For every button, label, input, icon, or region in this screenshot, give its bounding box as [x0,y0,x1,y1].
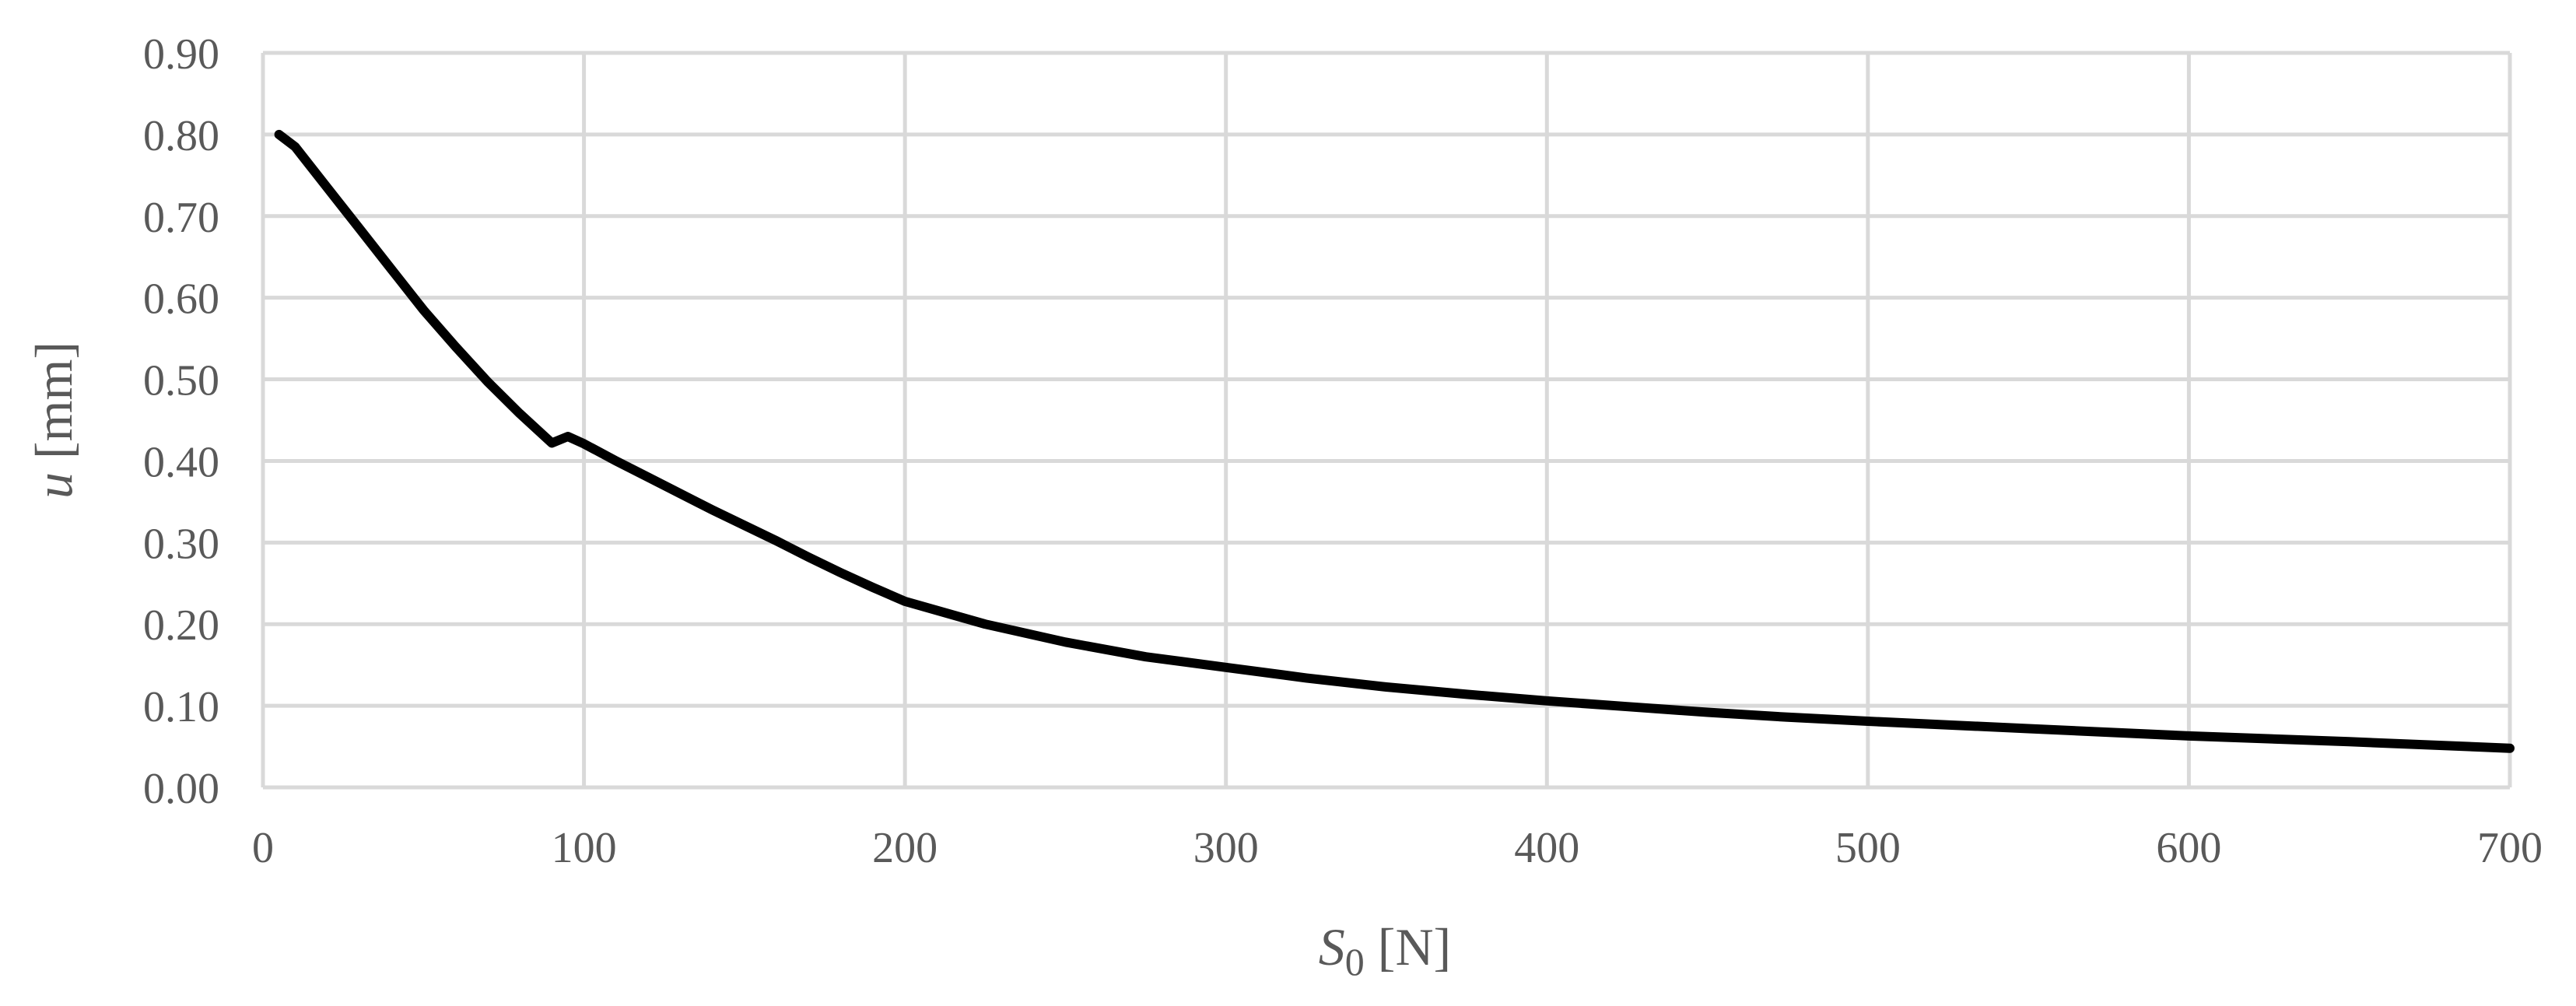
series-line [274,129,2515,753]
x-tick-label: 600 [2156,824,2221,872]
y-axis-unit: [mm] [24,342,83,472]
y-tick-label: 0.90 [143,30,219,79]
y-tick-label: 0.60 [143,275,219,324]
x-axis-symbol: S [1319,917,1345,976]
x-axis-title: S0 [N] [1319,917,1451,983]
gridlines [261,51,2512,790]
y-tick-label: 0.00 [143,765,219,813]
x-tick-label: 300 [1193,824,1259,872]
y-tick-label: 0.80 [143,112,219,160]
x-tick-label: 400 [1514,824,1579,872]
x-axis-unit: [N] [1365,917,1451,976]
y-tick-label: 0.40 [143,438,219,486]
y-tick-labels: 0.00 0.10 0.20 0.30 0.40 0.50 0.60 0.70 0.80 0.90 [143,30,219,813]
y-tick-label: 0.50 [143,357,219,405]
y-tick-label: 0.10 [143,683,219,731]
x-tick-label: 0 [252,824,274,872]
x-tick-label: 100 [552,824,617,872]
y-tick-label: 0.30 [143,520,219,568]
x-tick-label: 700 [2477,824,2543,872]
y-tick-label: 0.20 [143,601,219,650]
x-tick-label: 500 [1835,824,1901,872]
x-axis-subscript: 0 [1345,940,1365,983]
series-lines [274,129,2515,753]
y-tick-label: 0.70 [143,194,219,242]
x-tick-label: 200 [872,824,938,872]
x-tick-labels: 0 100 200 300 400 500 600 700 [252,824,2543,872]
y-axis-symbol: u [24,472,83,499]
y-axis-title: u [mm] [24,342,83,499]
